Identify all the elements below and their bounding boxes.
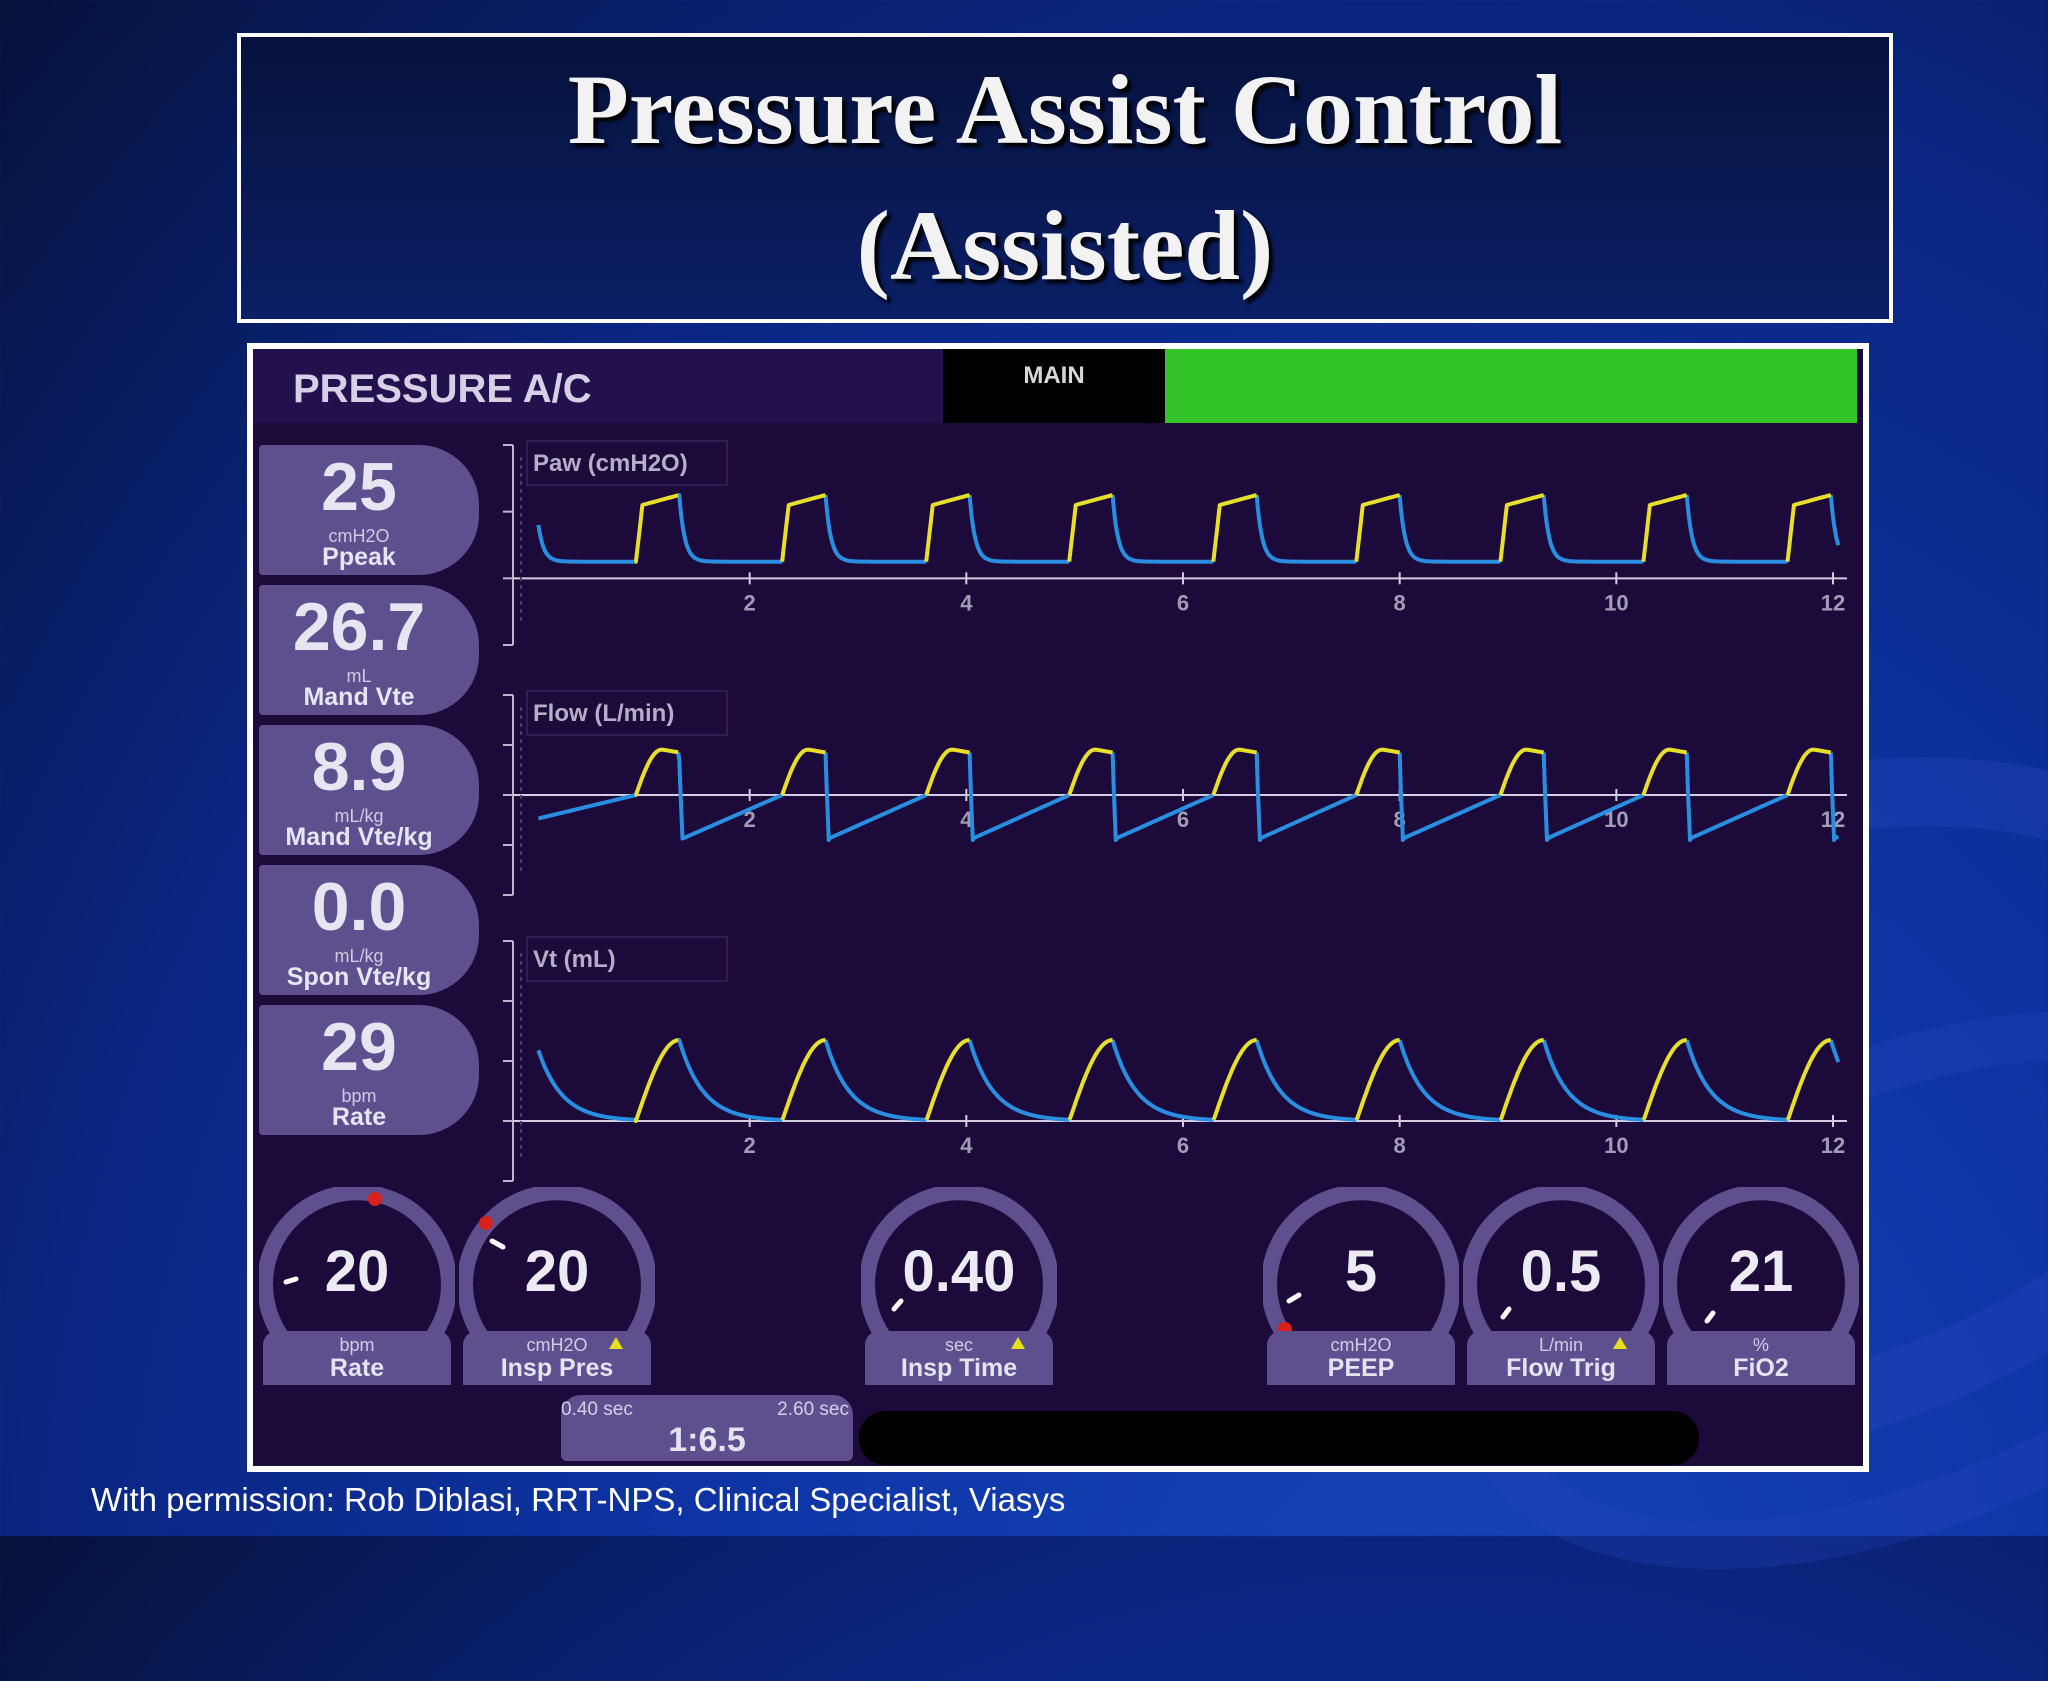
control-value: 5 <box>1344 1239 1378 1304</box>
x-tick-label: 10 <box>1604 1133 1628 1158</box>
adjustable-triangle-icon <box>609 1337 623 1349</box>
monitor-mand-vte-kg[interactable]: 8.9 mL/kg Mand Vte/kg <box>259 725 479 855</box>
control-label: L/min Flow Trig <box>1467 1331 1655 1385</box>
monitor-unit: bpm <box>341 1086 377 1106</box>
adjustable-triangle-icon <box>1613 1337 1627 1349</box>
inspiration-trace <box>633 493 1832 564</box>
control-value: 0.5 <box>1520 1239 1602 1304</box>
message-bar <box>859 1411 1699 1465</box>
waveform-title: Vt (mL) <box>533 946 616 973</box>
monitor-rate[interactable]: 29 bpm Rate <box>259 1005 479 1135</box>
control-dial <box>861 1187 1057 1356</box>
x-tick-label: 2 <box>744 807 756 832</box>
control-label: cmH2O PEEP <box>1267 1331 1455 1385</box>
x-tick-label: 12 <box>1821 1133 1845 1158</box>
control-settings-row: 20 bpm Rate 20 cmH2O Insp Pres <box>253 1187 1863 1387</box>
waveform-panel: 40200-2024681012Paw (cmH2O)1050-5-102468… <box>503 440 1847 1182</box>
slide-title-box: Pressure Assist Control (Assisted) <box>237 33 1893 323</box>
control-insp-time[interactable]: 0.40 sec Insp Time <box>861 1187 1057 1387</box>
ventilator-screen: PRESSURE A/C MAIN 25 cmH2O Ppeak 26.7 mL… <box>253 349 1863 1466</box>
monitor-unit: mL/kg <box>334 806 384 826</box>
expiration-trace <box>537 752 1840 842</box>
monitor-value: 8.9 <box>311 729 407 805</box>
main-tab[interactable]: MAIN <box>943 349 1165 423</box>
monitor-name: Mand Vte <box>303 683 415 711</box>
mode-label: PRESSURE A/C <box>253 349 943 423</box>
control-value: 0.40 <box>902 1239 1016 1304</box>
control-label: sec Insp Time <box>865 1331 1053 1385</box>
x-tick-label: 12 <box>1821 590 1845 615</box>
control-label: % FiO2 <box>1667 1331 1855 1385</box>
control-flow-trig[interactable]: 0.5 L/min Flow Trig <box>1463 1187 1659 1387</box>
inspiration-trace <box>633 747 1832 798</box>
x-tick-label: 4 <box>960 1133 973 1158</box>
control-unit: bpm <box>339 1335 375 1355</box>
ventilator-screen-frame: PRESSURE A/C MAIN 25 cmH2O Ppeak 26.7 mL… <box>247 343 1869 1472</box>
control-value: 21 <box>1728 1239 1794 1304</box>
x-tick-label: 4 <box>960 590 973 615</box>
alarm-status-bar <box>1165 349 1857 423</box>
monitor-value: 26.7 <box>292 589 426 665</box>
monitor-value: 25 <box>321 449 397 525</box>
control-unit: L/min <box>1538 1335 1583 1355</box>
monitor-name: Rate <box>331 1103 387 1131</box>
slide-title-line-2: (Assisted) <box>856 190 1274 301</box>
control-dial <box>1663 1187 1859 1356</box>
control-name: FiO2 <box>1733 1354 1789 1382</box>
waveform-title: Flow (L/min) <box>533 700 674 727</box>
control-label: bpm Rate <box>263 1331 451 1385</box>
monitor-unit: mL <box>346 666 372 686</box>
ie-ratio-box: 0.40 sec 2.60 sec 1:6.5 <box>561 1395 853 1461</box>
control-value: 20 <box>324 1239 390 1304</box>
waveform-title-box <box>526 690 728 736</box>
control-fio2[interactable]: 21 % FiO2 <box>1663 1187 1859 1387</box>
expiration-trace <box>536 493 1841 564</box>
ie-exp-time-label: 2.60 sec <box>777 1399 849 1420</box>
control-name: PEEP <box>1327 1354 1395 1382</box>
credit-line: With permission: Rob Diblasi, RRT-NPS, C… <box>91 1481 1066 1518</box>
expiration-trace <box>536 1038 1841 1122</box>
control-label: cmH2O Insp Pres <box>463 1331 651 1385</box>
control-name: Rate <box>329 1354 385 1382</box>
x-tick-label: 6 <box>1177 807 1189 832</box>
monitor-unit: cmH2O <box>328 526 390 546</box>
x-tick-label: 2 <box>744 1133 756 1158</box>
control-peep[interactable]: 5 cmH2O PEEP <box>1263 1187 1459 1387</box>
waveform-title-box <box>526 936 728 982</box>
x-tick-label: 10 <box>1604 590 1628 615</box>
slide-title-line-1: Pressure Assist Control <box>567 54 1563 165</box>
control-unit: sec <box>944 1335 973 1355</box>
top-bar: PRESSURE A/C MAIN <box>253 349 1863 423</box>
control-name: Insp Time <box>900 1354 1018 1382</box>
x-tick-label: 6 <box>1177 590 1189 615</box>
x-tick-label: 8 <box>1394 1133 1406 1158</box>
ie-ratio-value: 1:6.5 <box>668 1421 746 1459</box>
control-name: Insp Pres <box>500 1354 614 1382</box>
x-tick-label: 2 <box>744 590 756 615</box>
control-rate[interactable]: 20 bpm Rate <box>259 1187 455 1387</box>
monitor-name: Ppeak <box>322 543 396 571</box>
x-tick-label: 6 <box>1177 1133 1189 1158</box>
waveform-title: Paw (cmH2O) <box>533 450 688 477</box>
ie-insp-time-label: 0.40 sec <box>561 1399 633 1420</box>
control-name: Flow Trig <box>1506 1354 1616 1382</box>
control-value: 20 <box>524 1239 590 1304</box>
monitor-value: 29 <box>321 1009 397 1085</box>
monitor-mand-vte[interactable]: 26.7 mL Mand Vte <box>259 585 479 715</box>
control-unit: % <box>1752 1335 1769 1355</box>
monitor-ppeak[interactable]: 25 cmH2O Ppeak <box>259 445 479 575</box>
monitor-name: Spon Vte/kg <box>286 963 432 991</box>
waveform-title-box <box>526 440 728 486</box>
monitor-value: 0.0 <box>311 869 407 945</box>
control-insp-pres[interactable]: 20 cmH2O Insp Pres <box>459 1187 655 1387</box>
monitor-name: Mand Vte/kg <box>285 823 433 851</box>
monitor-spon-vte-kg[interactable]: 0.0 mL/kg Spon Vte/kg <box>259 865 479 995</box>
control-unit: cmH2O <box>1330 1335 1392 1355</box>
inspiration-trace <box>633 1038 1832 1123</box>
control-dial <box>1463 1187 1659 1356</box>
monitor-unit: mL/kg <box>334 946 384 966</box>
control-unit: cmH2O <box>526 1335 588 1355</box>
x-tick-label: 8 <box>1394 590 1406 615</box>
adjustable-triangle-icon <box>1011 1337 1025 1349</box>
